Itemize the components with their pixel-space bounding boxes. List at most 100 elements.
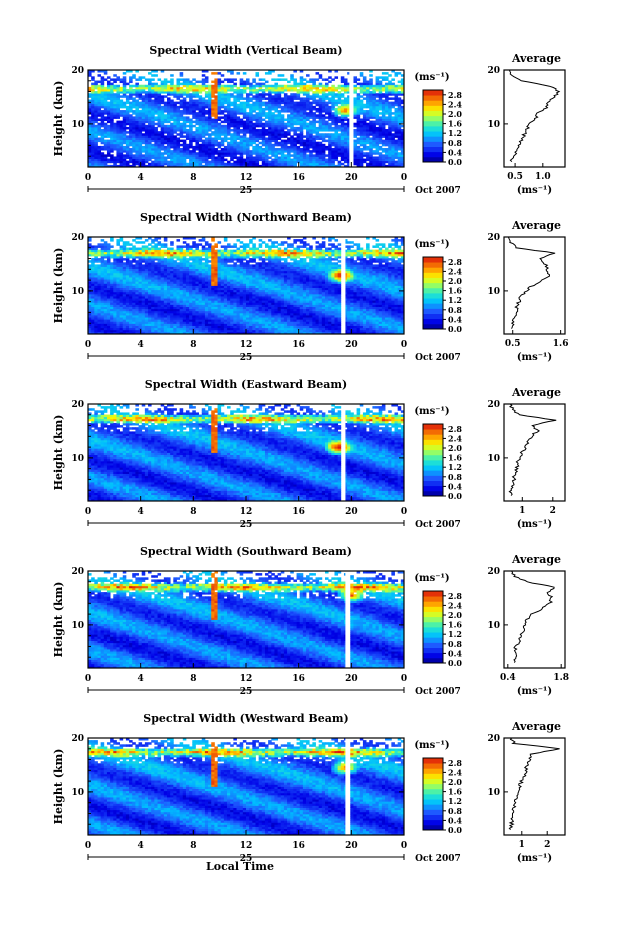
colorbar-tick-label: 2.8 [448,90,462,100]
heatmap-cell [144,319,149,322]
heatmap-cell [381,162,386,166]
heatmap-cell [125,247,130,251]
heatmap-cell [227,143,231,147]
heatmap-cell [249,129,253,132]
heatmap-cell [340,114,345,117]
heatmap-cell [144,255,149,259]
heatmap-cell [138,133,143,136]
heatmap-cell [116,321,120,324]
heatmap-cell [274,152,278,155]
heatmap-cell [110,304,114,307]
heatmap-cell [217,88,222,92]
heatmap-cell [296,101,301,105]
heatmap-cell [246,145,250,149]
heatmap-cell [167,281,171,284]
heatmap-cell [306,101,310,105]
heatmap-cell [119,103,124,107]
heatmap-cell [246,126,250,130]
heatmap-cell [151,78,155,81]
heatmap-cell [227,116,231,119]
heatmap-cell [125,110,130,113]
heatmap-cell [223,120,228,124]
heatmap-cell [331,141,335,145]
heatmap-cell [88,93,92,96]
heatmap-cell [176,88,181,92]
heatmap-cell [103,300,108,303]
heatmap-cell [185,88,190,92]
heatmap-cell [337,154,342,157]
heatmap-cell [144,110,149,113]
heatmap-cell [220,95,225,98]
heatmap-cell [217,137,222,140]
heatmap-cell [116,135,120,138]
heatmap-cell [271,160,275,164]
heatmap-cell [236,152,241,155]
heatmap-cell [261,114,266,117]
heatmap-cell [258,95,263,98]
heatmap-cell [167,251,171,255]
heatmap-cell [157,296,162,299]
heatmap-cell [302,124,307,128]
heatmap-cell [106,302,111,305]
heatmap-cell [283,124,288,128]
heatmap-cell [154,137,158,140]
heatmap-cell [195,118,199,122]
heatmap-cell [258,164,263,168]
heatmap-cell [394,141,399,145]
heatmap-cell [312,97,316,100]
heatmap-cell [347,126,351,130]
heatmap-cell [388,114,392,117]
heatmap-cell [170,137,174,140]
heatmap-cell [366,88,370,92]
heatmap-cell [230,93,234,96]
heatmap-cell [100,160,105,164]
heatmap-cell [176,86,181,90]
heatmap-cell [154,164,158,168]
heatmap-cell [144,321,149,324]
heatmap-cell [233,137,237,140]
heatmap-cell [151,135,155,138]
heatmap-cell [353,154,357,157]
heatmap-cell [116,327,120,331]
heatmap-cell [280,118,285,122]
heatmap-cell [125,272,130,276]
heatmap-cell [325,93,329,96]
heatmap-cell [122,131,127,134]
heatmap-cell [160,135,165,138]
heatmap-cell [195,148,199,151]
heatmap-cell [125,325,130,329]
heatmap-cell [122,78,127,81]
heatmap-cell [318,158,323,162]
heatmap-cell [119,277,124,280]
heatmap-cell [268,91,272,94]
heatmap-cell [217,135,222,138]
heatmap-cell [264,122,269,126]
heatmap-cell [88,274,92,278]
heatmap-cell [167,91,171,94]
heatmap-cell [148,103,152,107]
heatmap-cell [151,291,155,295]
heatmap-cell [258,124,263,128]
heatmap-cell [110,103,114,107]
heatmap-cell [135,281,139,284]
heatmap-cell [255,133,260,136]
heatmap-cell [391,145,395,149]
heatmap-cell [141,241,146,244]
heatmap-cell [88,329,92,333]
heatmap-cell [154,105,158,109]
heatmap-cell [306,160,310,164]
heatmap-cell [94,97,98,100]
heatmap-cell [359,156,364,159]
heatmap-cell [299,152,304,155]
heatmap-cell [138,321,143,324]
heatmap-cell [116,281,120,284]
heatmap-cell [290,74,294,77]
heatmap-cell [249,105,253,109]
heatmap-cell [283,148,288,151]
heatmap-cell [347,150,351,153]
heatmap-cell [277,152,282,155]
heatmap-cell [119,262,124,265]
heatmap-cell [381,131,386,134]
heatmap-cell [366,99,370,103]
heatmap-cell [394,164,399,168]
